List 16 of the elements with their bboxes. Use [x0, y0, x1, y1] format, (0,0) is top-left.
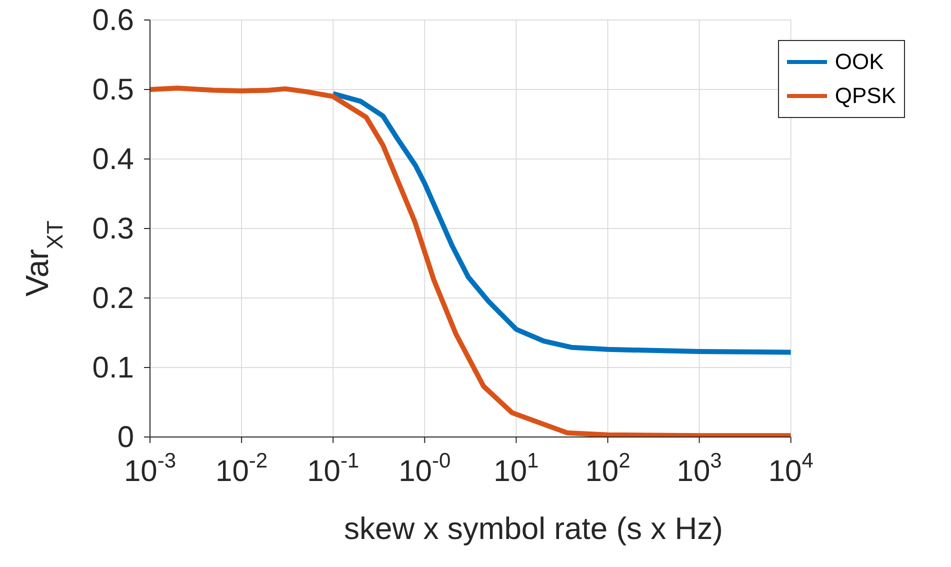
x-axis-title: skew x symbol rate (s x Hz)	[343, 511, 724, 547]
x-tick-label: 10$^{-1}$	[307, 450, 360, 488]
y-tick-label: 0.3	[92, 212, 134, 246]
x-tick-label: 10$^{-2}$	[216, 450, 268, 488]
x-tick-label: 10$^{3}$	[676, 450, 722, 488]
x-tick-label: 10$^{4}$	[768, 450, 814, 488]
y-tick-label: 0.6	[92, 4, 134, 37]
y-tick-label: 0.1	[92, 352, 134, 384]
y-tick-label: 0.4	[92, 143, 134, 176]
y-tick-label: 0.2	[92, 282, 134, 315]
x-tick-label: 10$^{2}$	[585, 450, 630, 488]
y-tick-label: 0.5	[92, 74, 134, 106]
legend-label: QPSK	[834, 82, 896, 110]
x-tick-label: 10$^{1}$	[494, 450, 539, 488]
x-tick-label: 10$^{-0}$	[398, 450, 451, 488]
legend-label: OOK	[834, 48, 884, 76]
